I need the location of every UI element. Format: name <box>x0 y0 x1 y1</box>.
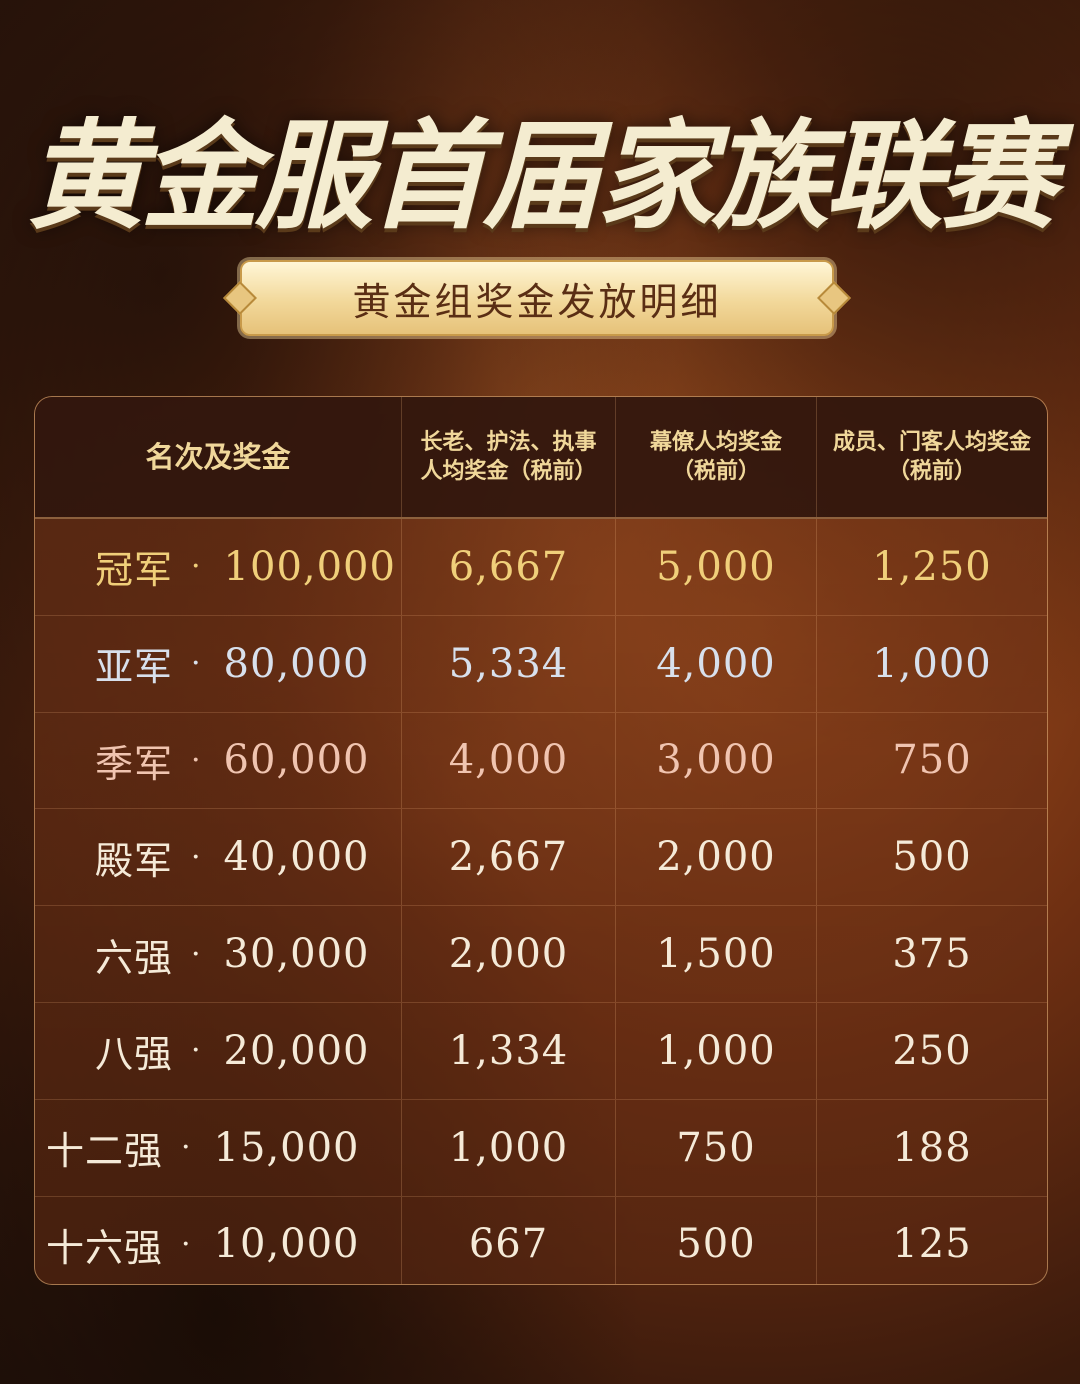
page-title: 黄金服首届家族联赛 <box>26 106 1057 245</box>
advisor-prize-cell: 500 <box>616 1196 817 1284</box>
table-header: 名次及奖金 长老、护法、执事 人均奖金（税前） 幕僚人均奖金 （税前） 成员、门客人… <box>35 397 1047 519</box>
member-prize-cell: 125 <box>892 1221 972 1268</box>
header-elder: 长老、护法、执事 人均奖金（税前） <box>402 397 616 517</box>
rank-name: 八强 <box>94 1032 173 1077</box>
elder-prize-cell: 2,667 <box>402 809 616 906</box>
total-prize: 100,000 <box>223 543 396 590</box>
elder-prize-cell: 5,334 <box>402 615 616 712</box>
rank-prize-cell: 冠军 · 100,000 <box>35 519 402 615</box>
member-prize-cell: 750 <box>892 737 972 784</box>
elder-prize-cell: 6,667 <box>402 519 616 615</box>
rank-prize-cell: 季军 · 60,000 <box>35 712 402 809</box>
rank-name: 十二强 <box>45 1129 163 1174</box>
separator: · <box>191 549 202 585</box>
member-prize-cell: 500 <box>892 834 972 881</box>
header-rank-prize: 名次及奖金 <box>35 397 402 517</box>
elder-prize-cell: 1,334 <box>402 1002 616 1099</box>
advisor-prize-cell: 1,000 <box>616 1002 817 1099</box>
total-prize: 30,000 <box>223 931 370 978</box>
table-row: 十六强 · 10,000 667 500 125 <box>35 1196 1047 1284</box>
total-prize: 15,000 <box>213 1124 360 1171</box>
member-prize-cell: 1,250 <box>872 543 992 590</box>
rank-name: 亚军 <box>94 645 173 690</box>
separator: · <box>191 646 202 682</box>
rank-name: 季军 <box>94 741 173 786</box>
total-prize: 60,000 <box>223 737 370 784</box>
header-advisor: 幕僚人均奖金 （税前） <box>616 397 817 517</box>
header-member: 成员、门客人均奖金 （税前） <box>832 429 1031 484</box>
prize-table: 名次及奖金 长老、护法、执事 人均奖金（税前） 幕僚人均奖金 （税前） 成员、门客人… <box>34 396 1048 1285</box>
advisor-prize-cell: 1,500 <box>616 906 817 1002</box>
rank-prize-cell: 八强 · 20,000 <box>35 1002 402 1099</box>
table-row: 十二强 · 15,000 1,000 750 188 <box>35 1099 1047 1197</box>
rank-name: 六强 <box>94 935 173 980</box>
separator: · <box>191 839 202 875</box>
member-prize-cell: 375 <box>892 931 972 978</box>
separator: · <box>191 936 202 972</box>
table-row: 冠军 · 100,000 6,667 5,000 1,250 <box>35 519 1047 616</box>
advisor-prize-cell: 3,000 <box>616 712 817 809</box>
member-prize-cell: 188 <box>892 1124 972 1171</box>
rank-prize-cell: 六强 · 30,000 <box>35 906 402 1002</box>
rank-prize-cell: 十六强 · 10,000 <box>35 1196 402 1284</box>
elder-prize-cell: 1,000 <box>402 1099 616 1196</box>
separator: · <box>191 742 202 778</box>
table-row: 八强 · 20,000 1,334 1,000 250 <box>35 1002 1047 1100</box>
subtitle: 黄金组奖金发放明细 <box>352 279 722 324</box>
total-prize: 20,000 <box>223 1027 370 1074</box>
member-prize-cell: 1,000 <box>872 640 992 687</box>
rank-prize-cell: 殿军 · 40,000 <box>35 809 402 906</box>
total-prize: 80,000 <box>223 640 370 687</box>
elder-prize-cell: 2,000 <box>402 906 616 1002</box>
rank-name: 十六强 <box>45 1225 163 1270</box>
advisor-prize-cell: 4,000 <box>616 615 817 712</box>
separator: · <box>191 1033 202 1069</box>
rank-prize-cell: 亚军 · 80,000 <box>35 615 402 712</box>
elder-prize-cell: 667 <box>402 1196 616 1284</box>
table-row: 季军 · 60,000 4,000 3,000 750 <box>35 712 1047 810</box>
rank-prize-cell: 十二强 · 15,000 <box>35 1099 402 1196</box>
separator: · <box>181 1130 192 1166</box>
table-row: 六强 · 30,000 2,000 1,500 375 <box>35 906 1047 1003</box>
rank-name: 冠军 <box>94 548 173 593</box>
table-row: 殿军 · 40,000 2,667 2,000 500 <box>35 809 1047 907</box>
member-prize-cell: 250 <box>892 1027 972 1074</box>
advisor-prize-cell: 750 <box>616 1099 817 1196</box>
elder-prize-cell: 4,000 <box>402 712 616 809</box>
advisor-prize-cell: 2,000 <box>616 809 817 906</box>
table-row: 亚军 · 80,000 5,334 4,000 1,000 <box>35 615 1047 713</box>
separator: · <box>181 1226 192 1262</box>
advisor-prize-cell: 5,000 <box>616 519 817 615</box>
total-prize: 40,000 <box>223 834 370 881</box>
subtitle-banner: 黄金组奖金发放明细 <box>240 260 834 336</box>
total-prize: 10,000 <box>213 1221 360 1268</box>
rank-name: 殿军 <box>94 838 173 883</box>
